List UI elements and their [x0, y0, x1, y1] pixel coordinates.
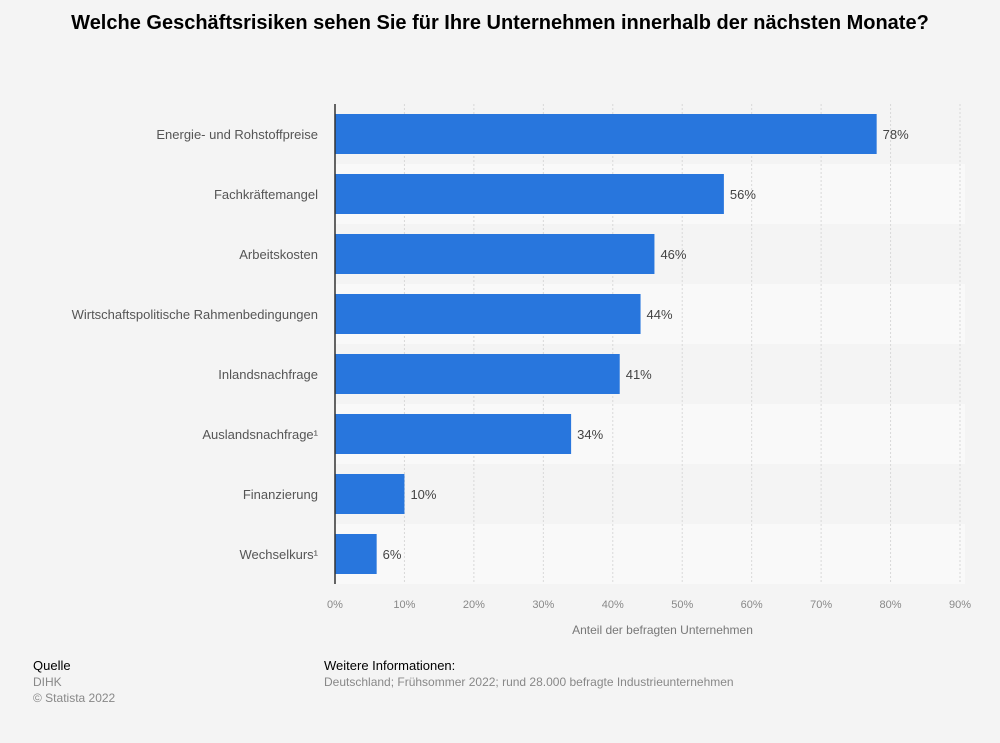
info-block: Weitere Informationen: Deutschland; Früh… [324, 658, 734, 690]
x-tick-label: 70% [810, 599, 832, 611]
chart-title: Welche Geschäftsrisiken sehen Sie für Ih… [71, 12, 929, 34]
info-text: Deutschland; Frühsommer 2022; rund 28.00… [324, 675, 734, 689]
x-tick-label: 90% [949, 599, 971, 611]
data-label: 10% [410, 487, 436, 502]
info-heading: Weitere Informationen: [324, 658, 456, 673]
data-label: 41% [626, 367, 652, 382]
x-tick-label: 60% [741, 599, 763, 611]
data-label: 46% [660, 247, 686, 262]
x-axis-title: Anteil der befragten Unternehmen [572, 623, 753, 637]
x-tick-label: 80% [880, 599, 902, 611]
category-label: Auslandsnachfrage¹ [202, 427, 318, 442]
source-heading: Quelle [33, 658, 71, 673]
source-block: Quelle DIHK © Statista 2022 [33, 658, 115, 706]
bar [335, 474, 405, 514]
data-label: 78% [883, 127, 909, 142]
bar [335, 294, 641, 334]
data-label: 6% [383, 547, 402, 562]
category-label: Finanzierung [243, 487, 318, 502]
source-name: DIHK [33, 675, 62, 689]
category-label: Fachkräftemangel [214, 187, 318, 202]
data-label: 44% [647, 307, 673, 322]
x-tick-label: 10% [393, 599, 415, 611]
x-tick-label: 0% [327, 599, 343, 611]
category-label: Wirtschaftspolitische Rahmenbedingungen [72, 307, 318, 322]
x-tick-label: 30% [532, 599, 554, 611]
data-label: 56% [730, 187, 756, 202]
row-band [335, 524, 965, 584]
data-label: 34% [577, 427, 603, 442]
bar [335, 234, 655, 274]
category-label: Wechselkurs¹ [239, 547, 318, 562]
x-tick-label: 20% [463, 599, 485, 611]
x-tick-label: 40% [602, 599, 624, 611]
bar [335, 534, 377, 574]
bar [335, 354, 620, 394]
copyright: © Statista 2022 [33, 691, 116, 705]
bar [335, 414, 572, 454]
x-tick-label: 50% [671, 599, 693, 611]
row-band [335, 464, 965, 524]
bar [335, 174, 724, 214]
category-label: Energie- und Rohstoffpreise [156, 127, 318, 142]
category-label: Inlandsnachfrage [218, 367, 318, 382]
category-label: Arbeitskosten [239, 247, 318, 262]
bar [335, 114, 877, 154]
